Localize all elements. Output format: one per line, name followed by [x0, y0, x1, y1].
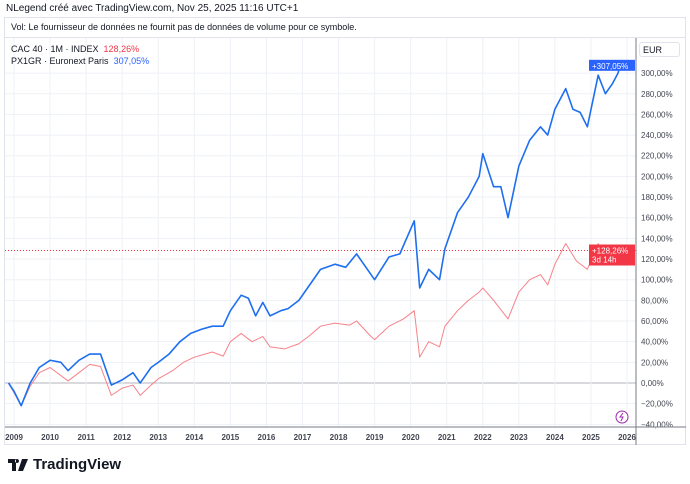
legend-series-value: 128,26% — [103, 44, 140, 54]
price-label-cac40: +128,26% — [592, 247, 628, 256]
x-tick-label: 2017 — [294, 433, 312, 442]
y-tick-label: 40,00% — [641, 338, 668, 347]
y-tick-label: 280,00% — [641, 90, 673, 99]
y-tick-label: 140,00% — [641, 234, 673, 243]
volume-notice: Vol: Le fournisseur de données ne fourni… — [11, 22, 357, 32]
x-tick-label: 2018 — [330, 433, 348, 442]
countdown-label: 3d 14h — [592, 256, 616, 265]
x-tick-label: 2010 — [41, 433, 59, 442]
currency-button[interactable]: EUR — [639, 42, 680, 57]
x-tick-label: 2024 — [546, 433, 564, 442]
x-tick-label: 2011 — [77, 433, 95, 442]
series-line-cac40 — [8, 243, 626, 407]
y-tick-label: −20,00% — [641, 400, 673, 409]
x-tick-label: 2022 — [474, 433, 492, 442]
divider — [4, 37, 686, 38]
lightning-icon-glyph — [619, 412, 624, 422]
x-tick-label: 2020 — [402, 433, 420, 442]
price-label-px1gr: +307,05% — [592, 62, 628, 71]
y-tick-label: 20,00% — [641, 358, 668, 367]
y-tick-label: 120,00% — [641, 255, 673, 264]
y-tick-label: 200,00% — [641, 172, 673, 181]
axes: −40,00% −20,00% 0,00% 20,00% 40,00% 60,00% 80,… — [5, 38, 686, 445]
tradingview-logo: TradingView — [8, 456, 121, 473]
y-tick-label: 160,00% — [641, 214, 673, 223]
x-tick-label: 2021 — [438, 433, 456, 442]
y-tick-label: 260,00% — [641, 110, 673, 119]
legend-series-value: 307,05% — [113, 56, 150, 66]
price-label-px1gr-bg — [589, 59, 635, 71]
legend-cac40[interactable]: CAC 40 · 1M · INDEX 128,26% — [11, 44, 139, 54]
y-tick-label: 220,00% — [641, 152, 673, 161]
y-tick-label: 60,00% — [641, 317, 668, 326]
x-tick-label: 2023 — [510, 433, 528, 442]
series-lines — [5, 59, 636, 407]
series-line-px1gr — [7, 59, 626, 407]
chart-frame — [4, 17, 686, 445]
price-label-cac40-bg — [589, 244, 635, 266]
tradingview-logo-icon — [8, 458, 28, 471]
y-tick-label: 240,00% — [641, 131, 673, 140]
x-tick-label: 2014 — [185, 433, 203, 442]
x-tick-label: 2013 — [149, 433, 167, 442]
x-tick-label: 2012 — [113, 433, 131, 442]
x-tick-label: 2015 — [221, 433, 239, 442]
grid — [5, 38, 636, 427]
x-tick-label: 2009 — [5, 433, 23, 442]
legend-series-name: PX1GR · Euronext Paris — [11, 56, 109, 66]
y-tick-label: 180,00% — [641, 193, 673, 202]
y-tick-label: 0,00% — [641, 379, 664, 388]
y-tick-label: 80,00% — [641, 296, 668, 305]
header-text: NLegend créé avec TradingView.com, Nov 2… — [6, 3, 299, 14]
x-tick-label: 2019 — [366, 433, 384, 442]
x-tick-label: 2025 — [582, 433, 600, 442]
y-tick-label: 100,00% — [641, 276, 673, 285]
y-tick-label: −40,00% — [641, 420, 673, 429]
brand-name: TradingView — [33, 456, 122, 473]
legend-px1gr[interactable]: PX1GR · Euronext Paris 307,05% — [11, 56, 149, 66]
x-tick-label: 2016 — [258, 433, 276, 442]
y-tick-label: 300,00% — [641, 69, 673, 78]
x-tick-label: 2026 — [618, 433, 636, 442]
legend-series-name: CAC 40 · 1M · INDEX — [11, 44, 99, 54]
